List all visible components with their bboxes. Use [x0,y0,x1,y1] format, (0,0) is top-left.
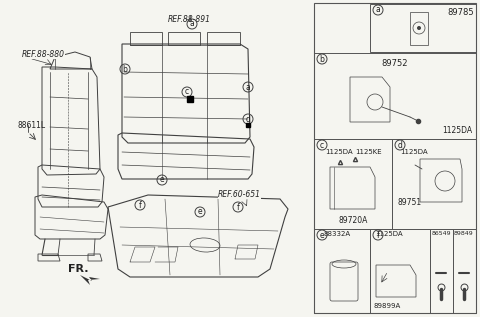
Text: REF.60-651: REF.60-651 [218,190,261,199]
Text: e: e [320,230,324,240]
Bar [314,229,370,313]
Text: f: f [237,203,240,211]
Bar [314,53,476,139]
Circle shape [417,26,421,30]
Polygon shape [80,275,100,285]
Text: 1125DA: 1125DA [400,149,428,155]
Text: b: b [122,64,127,74]
Text: 89751: 89751 [398,198,422,207]
Text: 1125DA: 1125DA [442,126,472,135]
Text: 86549: 86549 [431,231,451,236]
Text: a: a [376,5,380,15]
Text: d: d [397,140,402,150]
Bar [314,139,392,229]
Bar [430,229,453,313]
Text: 89720A: 89720A [338,216,368,225]
Text: 89752: 89752 [382,59,408,68]
Text: b: b [320,55,324,63]
Text: FR.: FR. [68,264,88,274]
Text: f: f [377,230,379,240]
Text: 88611L: 88611L [18,120,46,130]
Text: a: a [190,20,194,29]
Text: REF.88-891: REF.88-891 [168,15,211,24]
Text: 1125DA: 1125DA [325,149,353,155]
Text: e: e [160,176,164,184]
Bar [314,3,476,313]
Text: d: d [246,114,251,124]
Text: a: a [246,82,251,92]
Text: 1125DA: 1125DA [375,231,403,237]
Bar [370,4,476,52]
Text: 88332A: 88332A [323,231,350,237]
Text: 89849: 89849 [454,231,474,236]
Text: c: c [185,87,189,96]
Bar [370,229,430,313]
Text: 89899A: 89899A [374,303,401,309]
Text: c: c [320,140,324,150]
Bar [453,229,476,313]
Text: REF.88-880: REF.88-880 [22,50,65,59]
Text: 89785: 89785 [447,8,474,17]
Text: e: e [198,208,202,217]
Bar [392,139,476,229]
Text: f: f [139,200,142,210]
Text: 1125KE: 1125KE [355,149,382,155]
